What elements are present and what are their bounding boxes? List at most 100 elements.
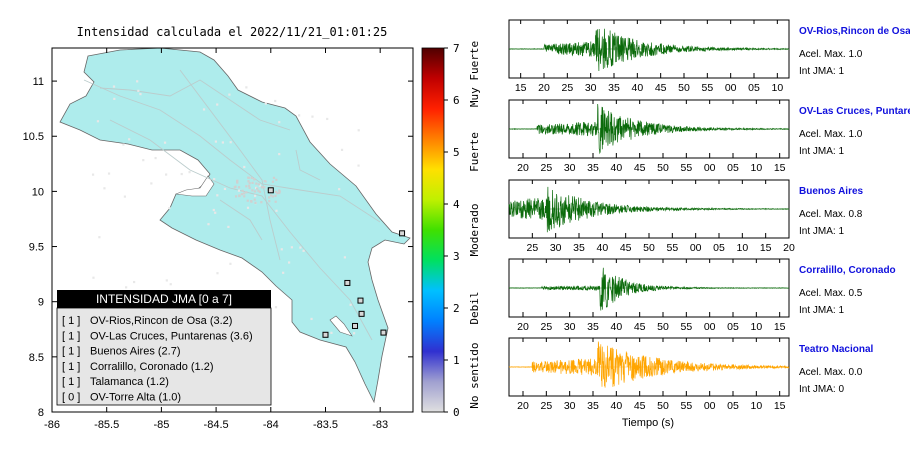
city-dot	[154, 156, 157, 160]
city-dot	[326, 117, 329, 121]
colorbar-level-label: Moderado	[468, 204, 481, 257]
city-dot	[264, 102, 267, 105]
city-dot	[278, 191, 281, 195]
city-dot	[168, 206, 171, 210]
station-name: Buenos Aires	[799, 186, 864, 197]
seismogram-x-tick-label: 45	[620, 242, 632, 254]
seismogram-x-tick-label: 55	[680, 162, 692, 174]
station-jma-intensity: Int JMA: 1	[799, 66, 844, 77]
seismogram-x-tick-label: 45	[634, 400, 646, 412]
city-dot	[236, 179, 239, 182]
seismogram-x-tick-label: 50	[657, 162, 669, 174]
city-dot	[349, 303, 352, 306]
seismogram-x-tick-label: 20	[517, 321, 529, 333]
city-dot	[214, 211, 217, 214]
seismogram-x-tick-label: 15	[774, 162, 786, 174]
legend-item-code: [ 1 ]	[62, 346, 80, 358]
city-dot	[260, 201, 263, 204]
seismogram-x-tick-label: 30	[564, 162, 576, 174]
city-dot	[236, 181, 239, 184]
city-dot	[302, 249, 305, 252]
city-dot	[258, 190, 261, 193]
city-dot	[263, 186, 266, 189]
colorbar-labels: Muy Fuerte Fuerte Moderado Debil No sentido	[468, 41, 481, 409]
city-dot	[258, 184, 262, 187]
legend-item-label: Buenos Aires (2.7)	[90, 346, 181, 358]
city-dot	[137, 89, 140, 92]
seismogram-x-tick-label: 40	[610, 162, 622, 174]
seismogram-x-tick-label: 50	[657, 321, 669, 333]
map-x-tick-label: -86	[44, 419, 60, 431]
city-dot	[251, 181, 254, 185]
colorbar-level-label: No sentido	[468, 342, 481, 408]
seismogram-x-tick-label: 25	[540, 162, 552, 174]
map-x-tick-label: -84	[263, 419, 279, 431]
city-dot	[330, 331, 333, 334]
city-dot	[234, 195, 238, 198]
station-accel-max: Acel. Max. 0.0	[799, 367, 863, 378]
seismogram-x-tick-label: 40	[596, 242, 608, 254]
seismogram-x-tick-label: 35	[608, 82, 620, 94]
city-dot	[112, 85, 116, 88]
city-dot	[311, 115, 314, 118]
city-dot	[274, 190, 278, 193]
map-y-tick-label: 9	[38, 297, 44, 309]
city-dot	[212, 208, 215, 212]
seismogram-x-tick-label: 25	[526, 242, 538, 254]
city-dot	[125, 286, 128, 289]
seismogram-x-tick-label: 05	[748, 82, 760, 94]
city-dot	[352, 332, 356, 335]
city-dot	[264, 180, 267, 183]
road-network	[83, 69, 381, 341]
city-dot	[343, 256, 346, 259]
map-y-tick-label: 9.5	[29, 242, 44, 254]
map-y-tick-label: 10.5	[23, 131, 44, 143]
seismogram-panel: 20 25 30 35 40 45 50 55 00 05 10 15 Teatro Nacional A…	[508, 337, 873, 412]
city-dot	[229, 141, 232, 144]
city-dot	[233, 186, 236, 189]
time-axis-label: Tiempo (s)	[622, 417, 674, 429]
city-dot	[282, 271, 285, 274]
city-dot	[240, 193, 244, 196]
station-accel-max: Acel. Max. 0.8	[799, 209, 863, 220]
city-dot	[216, 272, 219, 275]
city-dot	[280, 248, 283, 251]
seismogram-x-tick-label: 20	[517, 400, 529, 412]
seismogram-x-tick-label: 00	[725, 82, 737, 94]
city-dot	[275, 178, 278, 181]
map-border	[51, 47, 414, 413]
city-dot	[253, 190, 257, 193]
seismogram-x-tick-label: 15	[515, 82, 527, 94]
map-y-tick-label: 11	[33, 76, 44, 88]
city-dot	[92, 276, 95, 279]
city-dot	[248, 186, 251, 190]
seismogram-x-tick-label: 40	[610, 321, 622, 333]
map-x-tick-label: -85	[153, 419, 169, 431]
seismogram-x-tick-label: 35	[587, 162, 599, 174]
colorbar-tick-label: 5	[453, 146, 460, 159]
city-dot	[253, 198, 256, 201]
station-accel-max: Acel. Max. 0.5	[799, 288, 863, 299]
city-dot	[113, 97, 116, 100]
station-name: Teatro Nacional	[799, 344, 873, 355]
seismogram-x-tick-label: 10	[771, 82, 783, 94]
station-accel-max: Acel. Max. 1.0	[799, 129, 863, 140]
seismogram-x-tick-label: 45	[655, 82, 667, 94]
city-dot	[139, 93, 142, 96]
legend-item-label: OV-Las Cruces, Puntarenas (3.6)	[90, 330, 253, 342]
seismogram-panels: 15 20 25 30 35 40 45 50 55 00 05 10 OV-Rios,Rincon d…	[508, 19, 910, 412]
seismogram-trace	[508, 341, 790, 388]
city-dot	[245, 185, 248, 188]
colorbar-level-label: Fuerte	[468, 132, 481, 172]
seismogram-x-tick-label: 55	[680, 321, 692, 333]
city-dot	[250, 199, 253, 203]
city-dot	[214, 140, 217, 143]
city-dot	[237, 186, 241, 189]
city-dot	[229, 262, 232, 265]
osa-golfo-dulce	[329, 315, 353, 337]
legend-item-label: Corralillo, Coronado (1.2)	[90, 361, 214, 373]
map-panel: Intensidad calculada el 2022/11/21_01:01…	[23, 25, 414, 431]
station-marker	[399, 230, 406, 237]
station-name: OV-Rios,Rincon de Osa	[799, 26, 910, 37]
seismogram-x-tick-label: 10	[736, 242, 748, 254]
